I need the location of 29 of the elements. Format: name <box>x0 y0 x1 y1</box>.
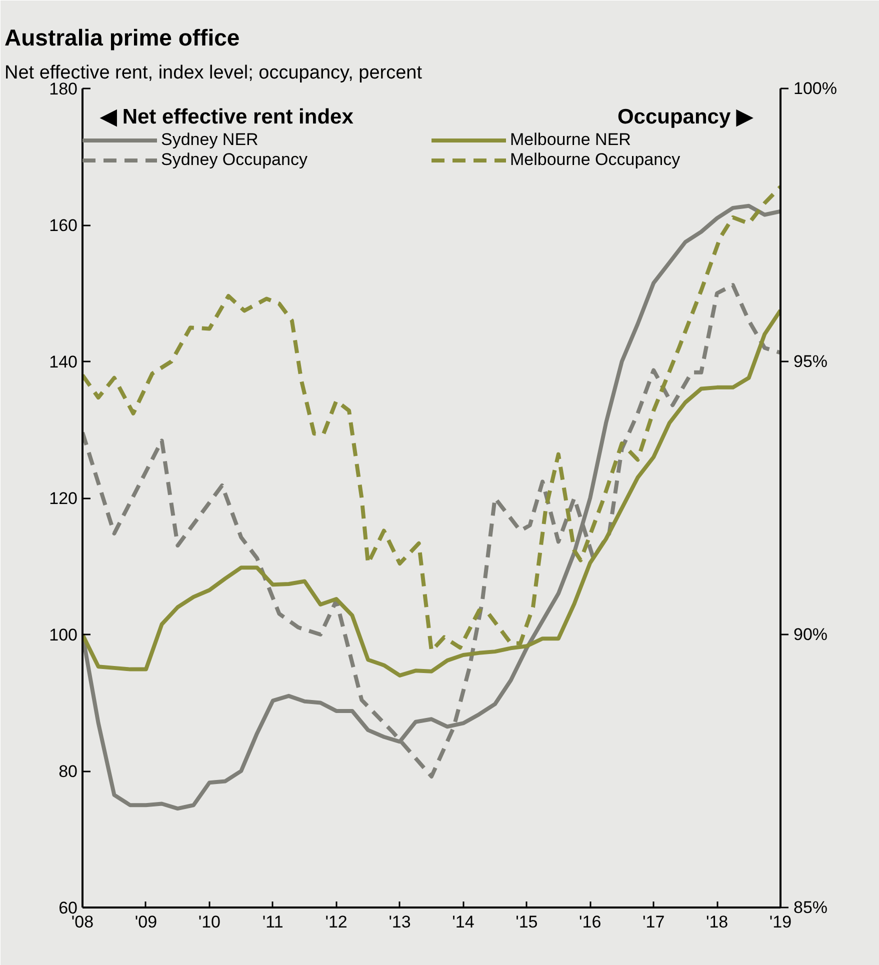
y-tick-label: 140 <box>49 352 78 372</box>
x-tick-label: '10 <box>198 912 220 932</box>
chart-title: Australia prime office <box>4 24 240 50</box>
legend-label: Melbourne Occupancy <box>510 150 682 170</box>
x-tick-label: '09 <box>134 912 158 932</box>
x-tick-label: '14 <box>452 912 474 932</box>
x-tick-label: '18 <box>706 912 728 932</box>
x-tick-label: '13 <box>388 912 411 932</box>
y2-tick-label: 100% <box>794 79 837 98</box>
line-series <box>82 204 780 811</box>
legend-label: Melbourne NER <box>510 130 632 150</box>
y2-tick-label: 90% <box>794 625 828 644</box>
y2-axis-title: Occupancy ▶ <box>617 106 754 128</box>
x-tick-label: '17 <box>642 912 665 932</box>
y-axis-title: ◀ Net effective rent index <box>100 106 354 128</box>
x-tick-label: '16 <box>579 912 602 932</box>
y-tick-label: 160 <box>49 216 78 235</box>
legend-label: Sydney NER <box>161 130 260 150</box>
x-tick-label: '12 <box>325 912 348 932</box>
y-tick-label: 80 <box>58 762 78 781</box>
x-tick-label: '19 <box>769 912 792 932</box>
x-tick-label: '08 <box>71 912 94 932</box>
y2-tick-label: 85% <box>794 898 828 917</box>
y2-tick-label: 95% <box>794 352 828 371</box>
y-tick-label: 120 <box>49 489 78 508</box>
x-tick-label: '11 <box>262 912 284 932</box>
legend-label: Sydney Occupancy <box>161 150 308 170</box>
x-tick-label: '15 <box>516 912 538 932</box>
y-tick-label: 100 <box>49 626 78 644</box>
